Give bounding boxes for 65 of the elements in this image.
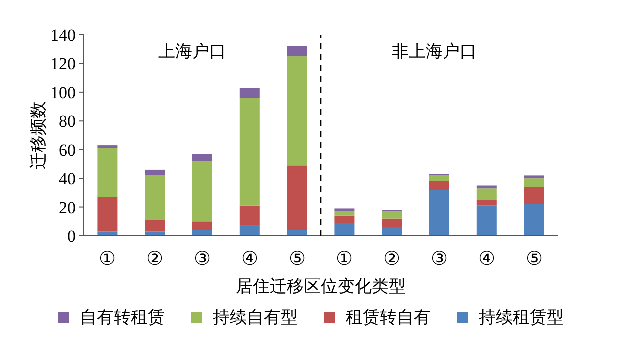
x-tick-label: ②	[146, 249, 164, 270]
bar	[524, 176, 544, 179]
x-tick-label: ③	[194, 249, 211, 270]
x-tick-label: ⑤	[288, 249, 306, 270]
bar	[145, 220, 166, 232]
legend-label: 自有转租赁	[80, 308, 165, 327]
x-tick-label: ④	[241, 249, 258, 270]
y-tick-label: 60	[59, 140, 76, 160]
bar	[98, 197, 118, 232]
x-axis-title: 居住迁移区位变化类型	[236, 277, 406, 296]
legend-label: 持续租赁型	[479, 308, 564, 327]
y-tick-label: 120	[50, 54, 76, 74]
bar	[240, 88, 260, 98]
x-tick-label: ③	[431, 249, 448, 270]
bar	[334, 216, 355, 224]
bar	[382, 212, 402, 219]
bar	[287, 56, 308, 166]
bar	[334, 212, 355, 216]
y-tick-label: 100	[50, 83, 76, 102]
bar	[430, 176, 450, 182]
bar	[334, 223, 355, 236]
bar	[382, 218, 402, 228]
bar	[98, 232, 118, 236]
bar	[192, 161, 212, 222]
chart-title: 非上海户口	[392, 42, 477, 61]
bar	[240, 226, 260, 236]
bar	[192, 154, 212, 162]
legend-租赁转自有: 租赁转自有	[324, 308, 431, 327]
x-tick-label: ④	[478, 249, 496, 270]
legend-持续自有型: 持续自有型	[191, 308, 298, 327]
bar	[145, 176, 166, 220]
y-tick-label: 80	[59, 112, 76, 132]
bar	[524, 178, 544, 188]
bar	[145, 170, 166, 176]
bar	[287, 46, 308, 57]
legend-label: 持续自有型	[213, 308, 298, 327]
bar	[240, 206, 260, 226]
y-tick-label: 40	[59, 170, 76, 189]
y-tick-label: 20	[59, 198, 76, 218]
y-tick-label: 140	[50, 26, 76, 45]
legend-自有转租赁: 自有转租赁	[58, 308, 165, 327]
bar	[382, 227, 402, 236]
x-tick-label: ⑤	[526, 249, 543, 270]
bar	[476, 206, 497, 236]
legend-label: 租赁转自有	[346, 308, 431, 327]
bar	[334, 208, 355, 212]
bar	[476, 188, 497, 200]
chart-title: 上海户口	[158, 42, 226, 61]
bar	[524, 204, 544, 236]
bar	[430, 190, 450, 236]
bar	[145, 232, 166, 236]
x-tick-label: ①	[336, 249, 354, 270]
bar	[98, 146, 118, 148]
legend-持续租赁型: 持续租赁型	[457, 308, 564, 327]
bar	[524, 187, 544, 204]
x-tick-label: ①	[99, 249, 116, 270]
bar	[240, 98, 260, 206]
bar	[476, 200, 497, 206]
y-tick-label: 0	[68, 227, 76, 246]
bar	[430, 181, 450, 190]
bar	[287, 166, 308, 230]
x-tick-label: ②	[384, 249, 401, 270]
y-axis-title: 迁移频数	[29, 102, 48, 170]
bar	[98, 148, 118, 198]
bar	[192, 222, 212, 230]
